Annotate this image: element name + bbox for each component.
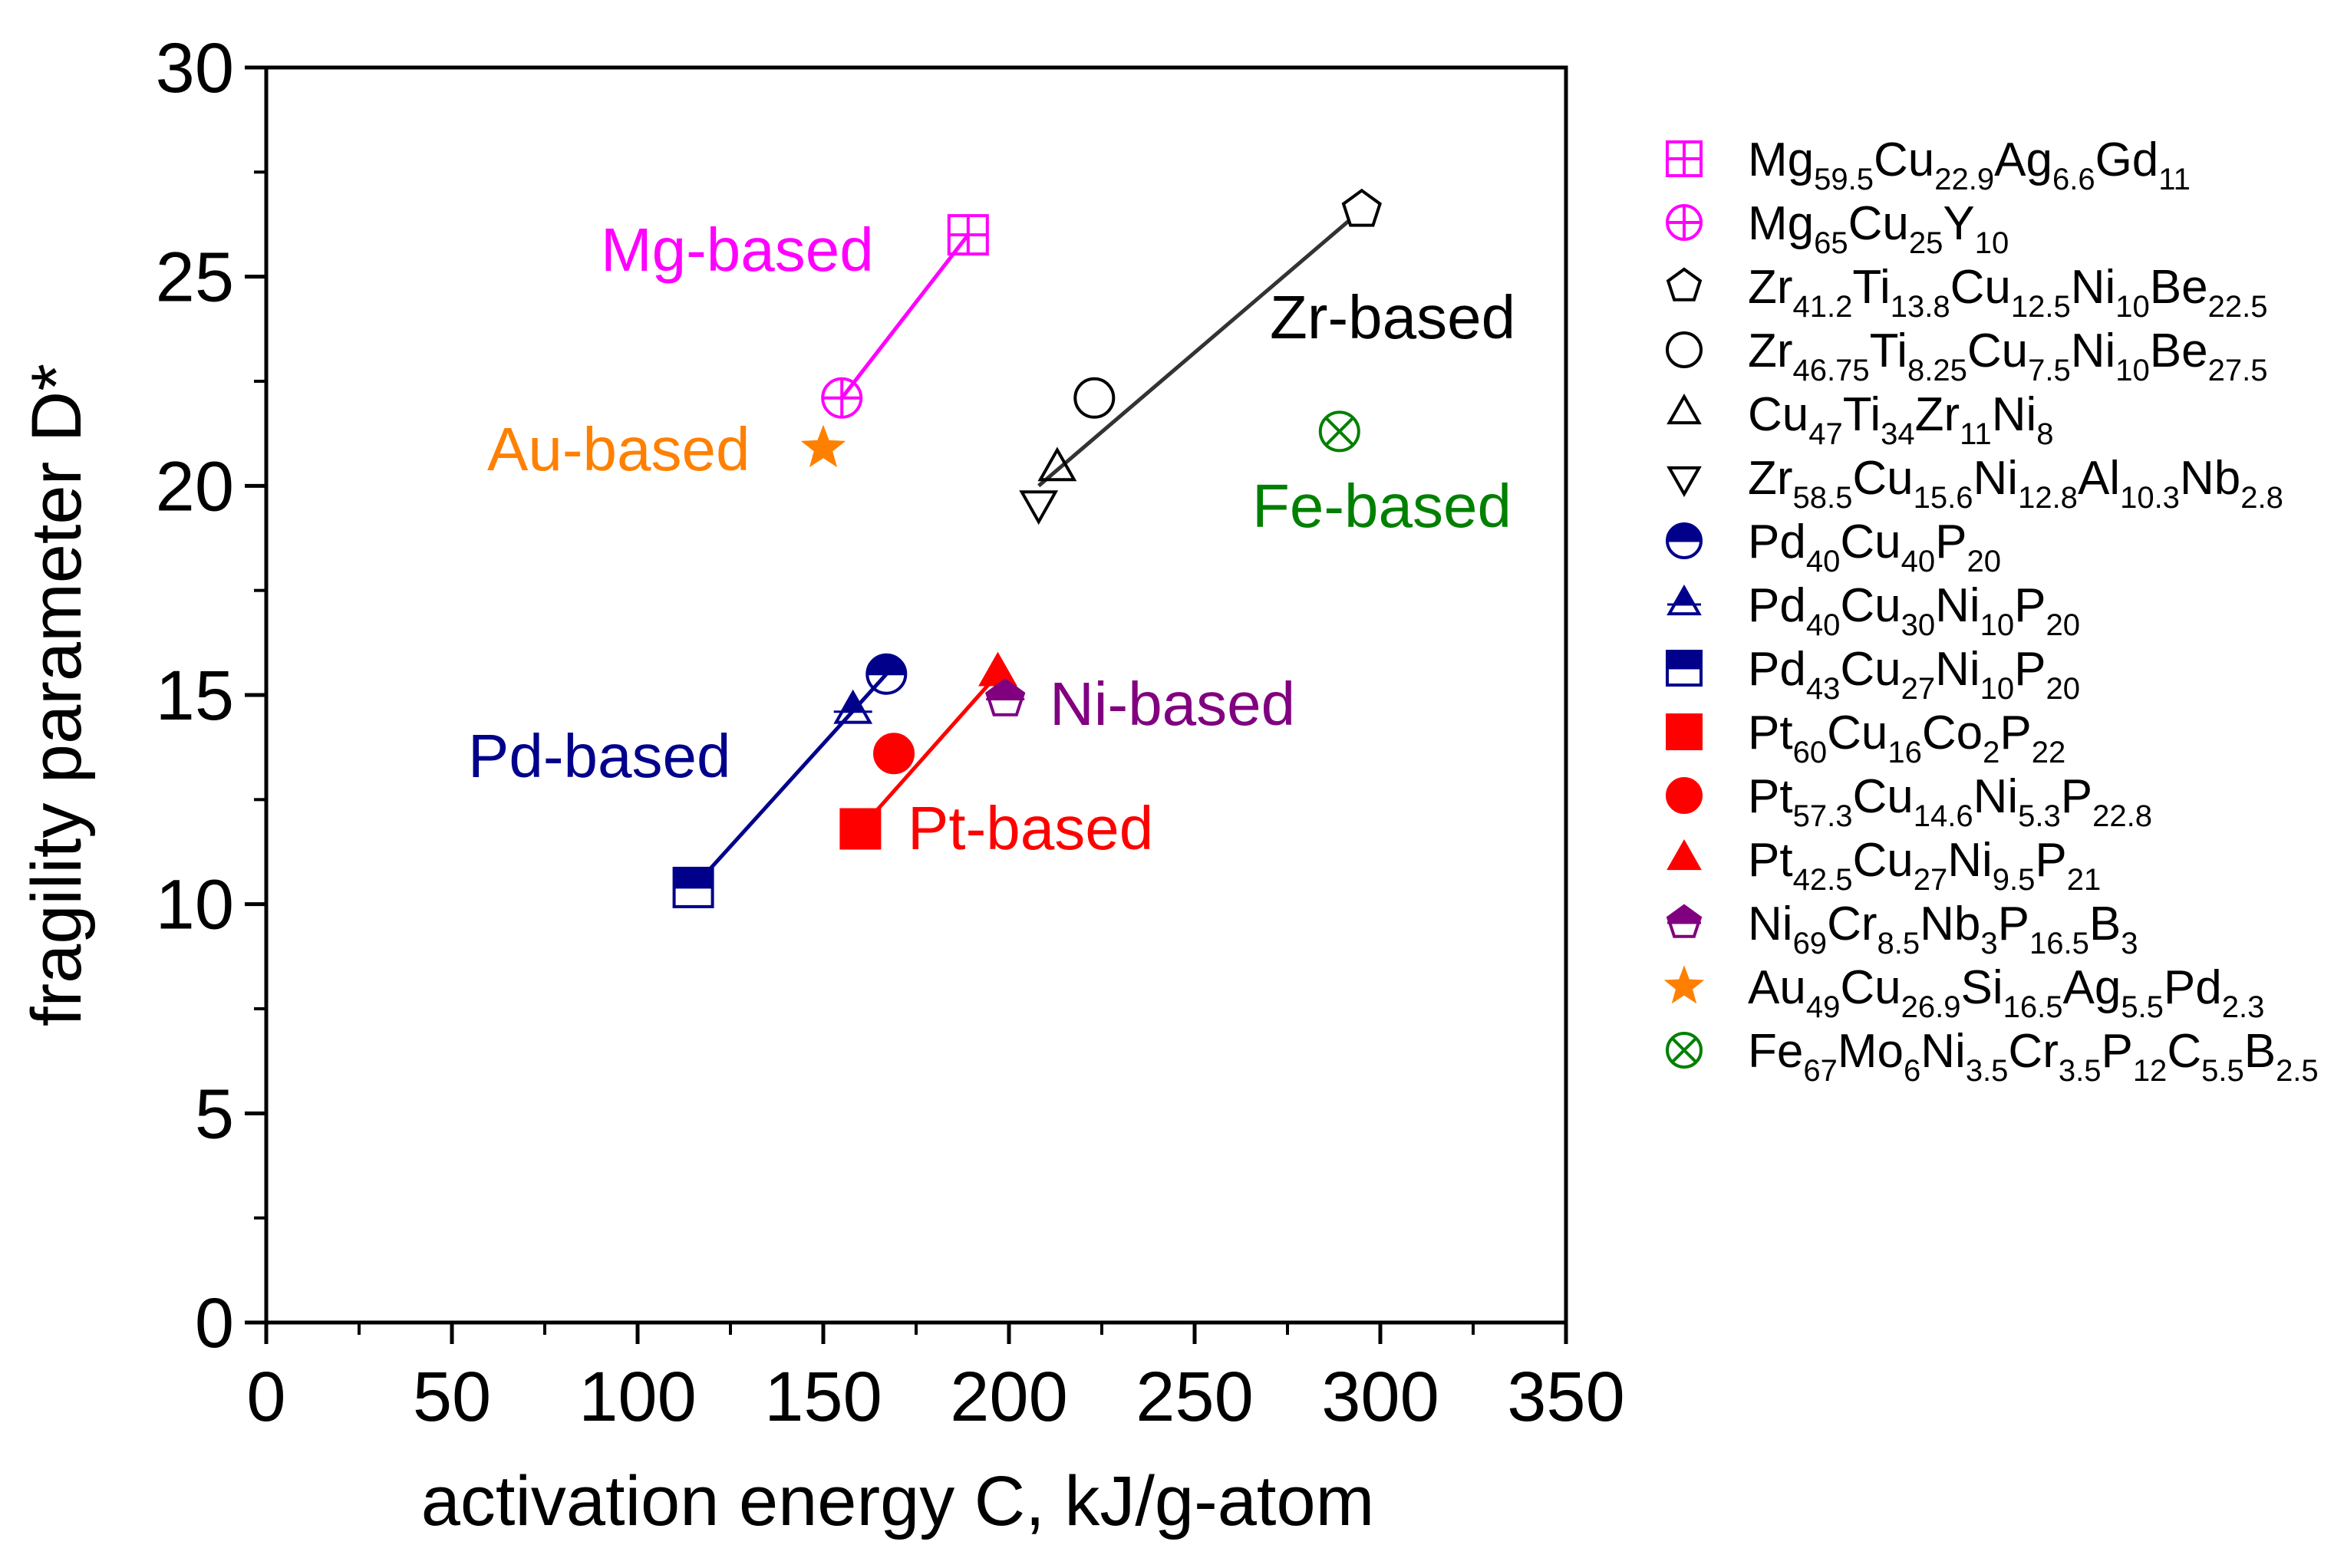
legend-item-ni1: Ni69​Cr8.5​Nb3​P16.5​B3​ — [1666, 898, 2138, 960]
legend-item-pd3: Pd43​Cu27​Ni10​P20​ — [1666, 643, 2080, 706]
annotation-ni-based: Ni-based — [1050, 670, 1295, 738]
x-tick-label: 200 — [950, 1358, 1068, 1436]
axes: 0 50 100 150 200 250 300 350 0 5 10 15 20 25 30 activ… — [18, 29, 1625, 1540]
legend-item-pd1: Pd40​Cu40​P20​ — [1666, 516, 2001, 578]
legend-label: Zr41.2​Ti13.8​Cu12.5​Ni10​Be22.5​ — [1748, 261, 2268, 324]
x-tick-label: 350 — [1507, 1358, 1625, 1436]
legend-item-cu1: Cu47​Ti34​Zr11​Ni8​ — [1667, 388, 2054, 451]
legend-item-zr1: Zr41.2​Ti13.8​Cu12.5​Ni10​Be22.5​ — [1666, 261, 2268, 324]
y-tick-label: 25 — [156, 239, 234, 317]
legend-label: Pt57.3​Cu14.6​Ni5.3​P22.8​ — [1748, 770, 2152, 833]
y-axis-label: fragility parameter D* — [18, 364, 96, 1026]
legend-label: Mg65​Cu25​Y10​ — [1748, 197, 2009, 260]
legend-marker — [1666, 267, 1703, 301]
legend-item-pd2: Pd40​Cu30​Ni10​P20​ — [1667, 579, 2080, 642]
data-point-au1 — [800, 424, 846, 468]
legend-label: Pt42.5​Cu27​Ni9.5​P21​ — [1748, 834, 2101, 897]
x-tick-label: 250 — [1136, 1358, 1254, 1436]
x-tick-label: 150 — [764, 1358, 882, 1436]
data-point-zr3 — [1019, 490, 1059, 525]
x-tick-label: 100 — [579, 1358, 697, 1436]
legend-label: Pt60​Cu16​Co2​P22​ — [1748, 707, 2065, 769]
legend-item-pt3: Pt42.5​Cu27​Ni9.5​P21​ — [1667, 834, 2101, 897]
legend-marker — [1666, 713, 1703, 750]
group-annotations: Mg-based Zr-based Au-based Fe-based Ni-based… — [468, 216, 1515, 862]
data-point-mg1 — [947, 214, 989, 256]
legend-item-au1: Au49​Cu26.9​Si16.5​Ag5.5​Pd2.3​ — [1663, 961, 2264, 1024]
y-tick-label: 0 — [195, 1284, 234, 1362]
annotation-mg-based: Mg-based — [601, 216, 874, 284]
plot-frame — [264, 65, 1568, 1325]
legend-marker — [1667, 466, 1702, 498]
legend-label: Pd40​Cu30​Ni10​P20​ — [1748, 579, 2080, 642]
legend-label: Pd40​Cu40​P20​ — [1748, 516, 2001, 578]
y-tick-label: 10 — [156, 866, 234, 944]
legend-marker — [1667, 584, 1702, 616]
y-tick-label: 20 — [156, 447, 234, 525]
data-point-pt1 — [839, 808, 882, 850]
legend-marker — [1666, 777, 1703, 814]
legend-marker — [1666, 1032, 1703, 1069]
data-point-pd3 — [672, 866, 714, 908]
x-axis-ticks: 0 50 100 150 200 250 300 350 — [246, 1323, 1625, 1436]
x-axis-label: activation energy C, kJ/g-atom — [421, 1462, 1375, 1540]
legend-label: Mg59.5​Cu22.9​Ag6.6​Gd11​ — [1748, 133, 2191, 196]
x-tick-label: 300 — [1321, 1358, 1439, 1436]
data-point-mg2 — [821, 377, 863, 419]
legend-item-pt2: Pt57.3​Cu14.6​Ni5.3​P22.8​ — [1666, 770, 2152, 833]
data-point-fe1 — [1318, 410, 1360, 453]
y-tick-label: 30 — [156, 29, 234, 107]
legend-label: Zr46.75​Ti8.25​Cu7.5​Ni10​Be27.5​ — [1748, 324, 2268, 387]
legend-item-zr3: Zr58.5​Cu15.6​Ni12.8​Al10.3​Nb2.8​ — [1667, 452, 2283, 515]
fit-line — [1037, 208, 1363, 488]
x-tick-label: 50 — [413, 1358, 491, 1436]
legend-label: Pd43​Cu27​Ni10​P20​ — [1748, 643, 2080, 706]
data-points — [672, 188, 1382, 908]
annotation-pt-based: Pt-based — [908, 794, 1153, 862]
legend-label: Zr58.5​Cu15.6​Ni12.8​Al10.3​Nb2.8​ — [1748, 452, 2283, 515]
legend: Mg59.5​Cu22.9​Ag6.6​Gd11​Mg65​Cu25​Y10​Z… — [1663, 133, 2319, 1088]
data-point-cu1 — [1037, 446, 1077, 482]
x-tick-label: 0 — [246, 1358, 285, 1436]
annotation-au-based: Au-based — [487, 415, 750, 483]
data-point-pt2 — [873, 733, 915, 775]
legend-marker — [1666, 204, 1703, 241]
legend-marker — [1666, 331, 1703, 368]
legend-marker — [1666, 140, 1703, 177]
fit-lines — [691, 208, 1363, 889]
legend-marker — [1667, 393, 1702, 425]
annotation-zr-based: Zr-based — [1270, 283, 1515, 351]
data-point-ni1 — [985, 678, 1026, 716]
annotation-fe-based: Fe-based — [1252, 472, 1512, 540]
fit-line — [840, 233, 970, 400]
legend-item-fe1: Fe67​Mo6​Ni3.5​Cr3.5​P12​C5.5​B2.5​ — [1666, 1025, 2319, 1088]
data-point-pd1 — [865, 653, 908, 695]
legend-marker — [1666, 522, 1703, 559]
legend-item-mg2: Mg65​Cu25​Y10​ — [1666, 197, 2009, 260]
data-point-zr1 — [1341, 188, 1382, 227]
legend-marker — [1666, 650, 1703, 687]
legend-label: Fe67​Mo6​Ni3.5​Cr3.5​P12​C5.5​B2.5​ — [1748, 1025, 2319, 1088]
y-tick-label: 15 — [156, 657, 234, 735]
legend-label: Au49​Cu26.9​Si16.5​Ag5.5​Pd2.3​ — [1748, 961, 2264, 1024]
data-point-zr2 — [1073, 377, 1116, 419]
y-axis-ticks: 0 5 10 15 20 25 30 — [156, 29, 266, 1362]
legend-label: Ni69​Cr8.5​Nb3​P16.5​B3​ — [1748, 898, 2138, 960]
annotation-pd-based: Pd-based — [468, 722, 730, 790]
legend-marker — [1666, 904, 1703, 938]
legend-label: Cu47​Ti34​Zr11​Ni8​ — [1748, 388, 2054, 451]
legend-marker — [1667, 838, 1702, 871]
legend-item-pt1: Pt60​Cu16​Co2​P22​ — [1666, 707, 2065, 769]
legend-marker — [1663, 965, 1705, 1004]
data-point-pt3 — [978, 651, 1017, 687]
data-point-pd2 — [833, 689, 873, 724]
legend-item-zr2: Zr46.75​Ti8.25​Cu7.5​Ni10​Be27.5​ — [1666, 324, 2268, 387]
y-tick-label: 5 — [195, 1075, 234, 1153]
fit-line — [859, 673, 1000, 831]
legend-item-mg1: Mg59.5​Cu22.9​Ag6.6​Gd11​ — [1666, 133, 2191, 196]
